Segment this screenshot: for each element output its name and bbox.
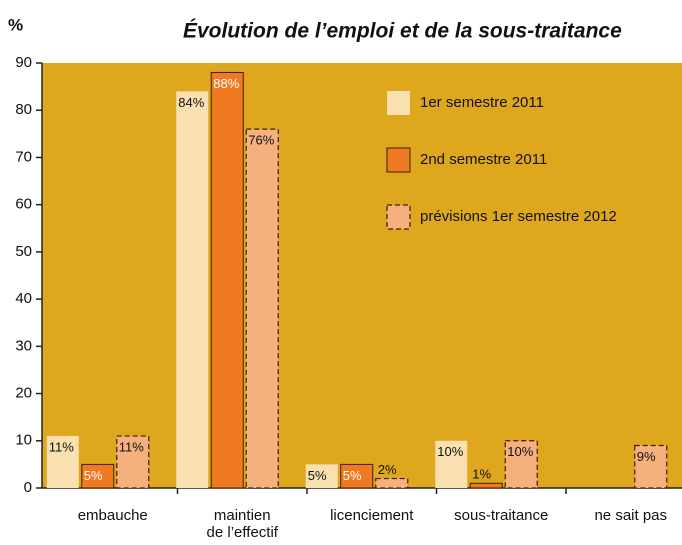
y-tick-label: 90 <box>15 54 32 71</box>
data-label: 11% <box>119 439 144 454</box>
y-tick-label: 10 <box>15 432 32 449</box>
bar <box>375 477 409 489</box>
x-tick-label: licenciement <box>330 507 414 524</box>
data-label: 9% <box>637 449 656 464</box>
data-label: 11% <box>49 439 74 454</box>
bar <box>634 444 668 489</box>
x-tick-label: sous-traitance <box>454 507 548 524</box>
bar <box>340 463 374 489</box>
x-tick-label: de l’effectif <box>207 524 279 541</box>
legend-label: 1er semestre 2011 <box>420 94 544 111</box>
bar <box>46 436 79 488</box>
bar <box>504 440 538 489</box>
y-tick-label: 80 <box>15 101 32 118</box>
legend-swatch <box>387 91 410 115</box>
y-tick-label: 0 <box>24 479 32 496</box>
bar <box>435 440 468 488</box>
legend-label: prévisions 1er semestre 2012 <box>420 208 617 225</box>
y-tick-label: 30 <box>15 337 32 354</box>
data-label: 5% <box>308 468 327 483</box>
y-tick-label: 20 <box>15 385 32 402</box>
bar <box>210 71 244 489</box>
y-tick-label: 40 <box>15 290 32 307</box>
bar <box>116 435 150 489</box>
bar <box>176 91 209 488</box>
y-tick-label: 60 <box>15 196 32 213</box>
data-label: 10% <box>437 444 463 459</box>
chart-title: Évolution de l’emploi et de la sous-trai… <box>183 20 622 43</box>
data-label: 5% <box>84 468 103 483</box>
bar <box>305 464 338 488</box>
legend-swatch <box>386 147 411 173</box>
plot-background <box>42 63 682 488</box>
data-label: 1% <box>472 467 491 482</box>
data-label: 10% <box>507 444 533 459</box>
data-label: 5% <box>343 468 362 483</box>
y-tick-label: 70 <box>15 148 32 165</box>
bar <box>245 128 279 489</box>
x-tick-label: embauche <box>78 507 148 524</box>
legend-swatch <box>386 204 411 230</box>
data-label: 84% <box>178 95 204 110</box>
data-label: 2% <box>378 462 397 477</box>
bar <box>81 463 115 489</box>
bar <box>469 482 503 489</box>
data-label: 88% <box>213 76 239 91</box>
x-tick-label: ne sait pas <box>594 507 667 524</box>
y-axis-label: % <box>8 15 23 34</box>
data-label: 76% <box>248 133 274 148</box>
x-tick-label: maintien <box>214 507 271 524</box>
y-tick-label: 50 <box>15 243 32 260</box>
legend-label: 2nd semestre 2011 <box>420 151 547 168</box>
